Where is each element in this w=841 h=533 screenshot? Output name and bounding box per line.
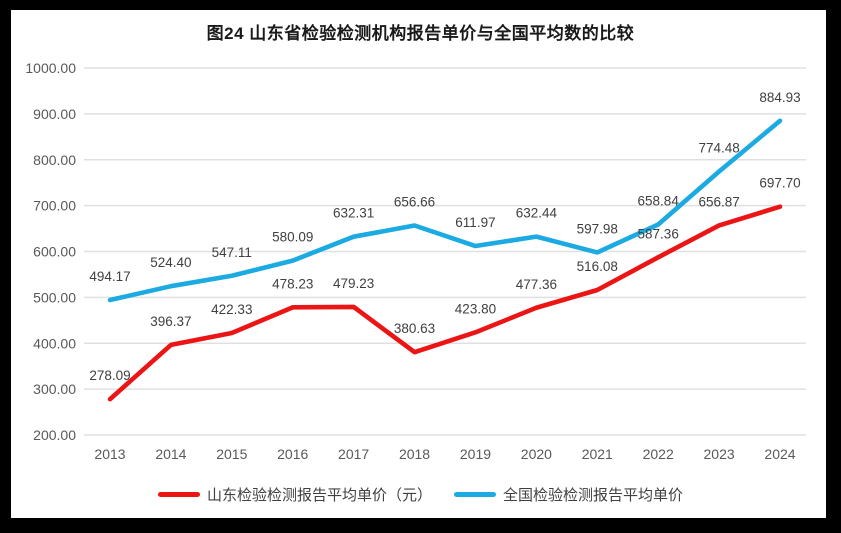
x-axis-tick-label: 2017 bbox=[338, 446, 369, 462]
data-point-label: 423.80 bbox=[455, 301, 496, 316]
data-point-label: 524.40 bbox=[150, 255, 191, 270]
y-axis-tick-label: 400.00 bbox=[33, 335, 76, 351]
legend-label-shandong: 山东检验检测报告平均单价（元） bbox=[206, 487, 432, 504]
data-point-label: 884.93 bbox=[759, 90, 800, 105]
data-point-label: 478.23 bbox=[272, 276, 313, 291]
x-axis-tick-label: 2013 bbox=[94, 446, 125, 462]
data-point-label: 597.98 bbox=[577, 221, 618, 236]
legend-swatch-red-line bbox=[157, 492, 200, 497]
data-point-label: 477.36 bbox=[516, 277, 557, 292]
x-axis-tick-label: 2021 bbox=[582, 446, 613, 462]
legend: 山东检验检测报告平均单价（元） 全国检验检测报告平均单价 bbox=[0, 484, 841, 505]
y-axis-tick-label: 900.00 bbox=[33, 106, 76, 122]
x-axis-tick-label: 2018 bbox=[399, 446, 430, 462]
data-point-label: 632.44 bbox=[516, 206, 558, 221]
y-axis-tick-label: 500.00 bbox=[33, 289, 76, 305]
y-axis-tick-label: 200.00 bbox=[33, 427, 76, 443]
data-point-label: 396.37 bbox=[150, 314, 191, 329]
series-line-1 bbox=[107, 118, 783, 303]
x-axis-tick-label: 2014 bbox=[155, 446, 186, 462]
y-axis-tick-label: 700.00 bbox=[33, 198, 76, 214]
data-point-label: 422.33 bbox=[211, 302, 252, 317]
x-axis-tick-label: 2016 bbox=[277, 446, 308, 462]
data-point-label: 658.84 bbox=[638, 194, 680, 209]
y-axis-tick-label: 1000.00 bbox=[25, 60, 76, 76]
y-axis-tick-label: 600.00 bbox=[33, 244, 76, 260]
legend-label-national: 全国检验检测报告平均单价 bbox=[503, 487, 684, 504]
y-axis-tick-label: 800.00 bbox=[33, 152, 76, 168]
x-axis-tick-label: 2020 bbox=[521, 446, 552, 462]
x-axis-tick-label: 2024 bbox=[764, 446, 795, 462]
data-point-label: 632.31 bbox=[333, 206, 374, 221]
legend-item-shandong: 山东检验检测报告平均单价（元） bbox=[157, 484, 432, 505]
series-line-0 bbox=[107, 204, 783, 402]
data-point-label: 547.11 bbox=[212, 245, 252, 260]
data-point-label: 697.70 bbox=[759, 176, 800, 191]
x-axis-tick-label: 2015 bbox=[216, 446, 247, 462]
x-axis-tick-label: 2022 bbox=[643, 446, 674, 462]
data-point-label: 278.09 bbox=[89, 368, 130, 383]
data-point-label: 479.23 bbox=[333, 276, 374, 291]
data-point-label: 380.63 bbox=[394, 321, 435, 336]
data-point-label: 656.66 bbox=[394, 195, 435, 210]
y-axis-tick-label: 300.00 bbox=[33, 381, 76, 397]
chart-background-panel bbox=[11, 10, 826, 518]
x-axis-tick-label: 2019 bbox=[460, 446, 491, 462]
legend-item-national: 全国检验检测报告平均单价 bbox=[454, 484, 683, 505]
data-point-label: 656.87 bbox=[698, 194, 739, 209]
chart-title: 图24 山东省检验检测机构报告单价与全国平均数的比较 bbox=[206, 24, 635, 43]
data-point-label: 494.17 bbox=[89, 269, 130, 284]
data-point-label: 611.97 bbox=[455, 215, 495, 230]
data-point-label: 580.09 bbox=[272, 230, 313, 245]
data-point-label: 774.48 bbox=[698, 140, 739, 155]
legend-swatch-blue-line bbox=[454, 492, 496, 497]
x-axis-tick-label: 2023 bbox=[704, 446, 735, 462]
data-point-label: 587.36 bbox=[638, 226, 679, 241]
data-point-label: 516.08 bbox=[577, 259, 618, 274]
